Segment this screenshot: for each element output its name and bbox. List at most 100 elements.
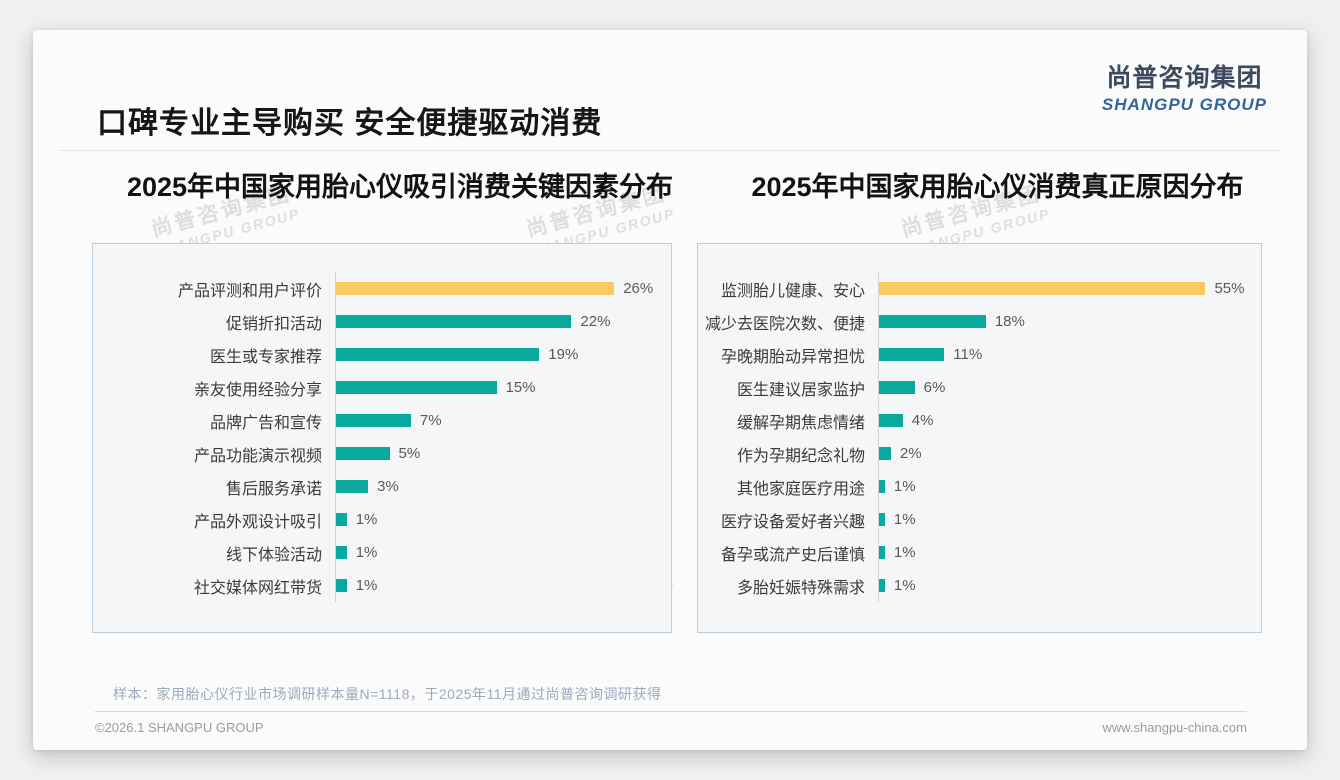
bar-track: 18%: [878, 305, 1247, 338]
category-label: 医生建议居家监护: [736, 381, 865, 399]
footer-copyright: ©2026.1 SHANGPU GROUP: [95, 720, 264, 735]
category-label: 减少去医院次数、便捷: [704, 315, 865, 333]
bar: [336, 513, 347, 526]
bar: [879, 447, 891, 460]
chart-row: 多胎妊娠特殊需求 1%: [698, 569, 1247, 602]
category-label: 作为孕期纪念礼物: [736, 447, 865, 465]
chart-rows: 监测胎儿健康、安心 55% 减少去医院次数、便捷 18% 孕晚期胎动异常担忧 11% 医生建…: [698, 272, 1247, 602]
bar-track: 7%: [335, 404, 657, 437]
category-label: 线下体验活动: [225, 546, 322, 564]
bar-track: 1%: [335, 569, 657, 602]
value-label: 26%: [623, 280, 654, 297]
chart-row: 医生或专家推荐 19%: [93, 338, 657, 371]
right-chart-panel: 监测胎儿健康、安心 55% 减少去医院次数、便捷 18% 孕晚期胎动异常担忧 11% 医生建…: [697, 243, 1262, 633]
footer-divider: [95, 711, 1247, 712]
category-label: 促销折扣活动: [225, 315, 322, 333]
category-label: 医疗设备爱好者兴趣: [720, 513, 865, 531]
value-label: 1%: [893, 511, 916, 528]
bar-track: 1%: [878, 536, 1247, 569]
bar: [336, 414, 411, 427]
bar: [336, 348, 540, 361]
category-label: 监测胎儿健康、安心: [720, 282, 865, 300]
chart-row: 缓解孕期焦虑情绪 4%: [698, 404, 1247, 437]
category-label: 产品评测和用户评价: [177, 282, 322, 300]
category-label: 医生或专家推荐: [209, 348, 322, 366]
bar-track: 19%: [335, 338, 657, 371]
chart-row: 售后服务承诺 3%: [93, 470, 657, 503]
value-label: 18%: [994, 313, 1025, 330]
chart-row: 备孕或流产史后谨慎 1%: [698, 536, 1247, 569]
bar: [879, 381, 915, 394]
category-label: 其他家庭医疗用途: [736, 480, 865, 498]
value-label: 2%: [899, 445, 922, 462]
slide: 尚普咨询集团 SHANGPU GROUP 尚普咨询集团 SHANGPU GROUP 尚普…: [33, 30, 1307, 750]
value-label: 1%: [355, 577, 378, 594]
value-label: 22%: [580, 313, 611, 330]
bar: [879, 348, 945, 361]
chart-row: 其他家庭医疗用途 1%: [698, 470, 1247, 503]
footer-website: www.shangpu-china.com: [1102, 720, 1247, 735]
bar-track: 6%: [878, 371, 1247, 404]
value-label: 6%: [923, 379, 946, 396]
bar: [879, 546, 885, 559]
value-label: 1%: [893, 544, 916, 561]
chart-row: 产品功能演示视频 5%: [93, 437, 657, 470]
category-label: 亲友使用经验分享: [193, 381, 322, 399]
value-label: 5%: [398, 445, 421, 462]
chart-row: 医疗设备爱好者兴趣 1%: [698, 503, 1247, 536]
value-label: 1%: [893, 478, 916, 495]
page-title: 口碑专业主导购买 安全便捷驱动消费: [97, 107, 603, 140]
header-divider: [60, 150, 1280, 151]
bar: [336, 381, 497, 394]
bar-track: 1%: [878, 470, 1247, 503]
chart-row: 监测胎儿健康、安心 55%: [698, 272, 1247, 305]
bar-track: 2%: [878, 437, 1247, 470]
bar-track: 1%: [335, 503, 657, 536]
sample-note: 样本：家用胎心仪行业市场调研样本量N=1118，于2025年11月通过尚普咨询调…: [113, 686, 662, 702]
bar-track: 1%: [335, 536, 657, 569]
logo-chinese-text: 尚普咨询集团: [1106, 64, 1263, 92]
bar: [336, 447, 390, 460]
chart-row: 亲友使用经验分享 15%: [93, 371, 657, 404]
value-label: 19%: [548, 346, 579, 363]
value-label: 1%: [355, 511, 378, 528]
category-label: 产品外观设计吸引: [193, 513, 322, 531]
category-label: 产品功能演示视频: [193, 447, 322, 465]
value-label: 1%: [893, 577, 916, 594]
chart-row: 线下体验活动 1%: [93, 536, 657, 569]
bar: [336, 579, 347, 592]
left-chart-title: 2025年中国家用胎心仪吸引消费关键因素分布: [126, 172, 674, 202]
value-label: 15%: [505, 379, 536, 396]
chart-row: 作为孕期纪念礼物 2%: [698, 437, 1247, 470]
chart-row: 产品评测和用户评价 26%: [93, 272, 657, 305]
category-label: 备孕或流产史后谨慎: [720, 546, 865, 564]
chart-row: 社交媒体网红带货 1%: [93, 569, 657, 602]
chart-row: 品牌广告和宣传 7%: [93, 404, 657, 437]
chart-row: 孕晚期胎动异常担忧 11%: [698, 338, 1247, 371]
right-chart-title: 2025年中国家用胎心仪消费真正原因分布: [751, 172, 1244, 202]
bar-track: 26%: [335, 272, 657, 305]
bar-track: 5%: [335, 437, 657, 470]
bar-track: 22%: [335, 305, 657, 338]
category-label: 孕晚期胎动异常担忧: [720, 348, 865, 366]
bar-track: 3%: [335, 470, 657, 503]
left-chart-panel: 产品评测和用户评价 26% 促销折扣活动 22% 医生或专家推荐 19% 亲友使用经验分享 1…: [92, 243, 672, 633]
chart-row: 促销折扣活动 22%: [93, 305, 657, 338]
category-label: 缓解孕期焦虑情绪: [736, 414, 865, 432]
bar-track: 1%: [878, 569, 1247, 602]
value-label: 55%: [1214, 280, 1245, 297]
chart-rows: 产品评测和用户评价 26% 促销折扣活动 22% 医生或专家推荐 19% 亲友使用经验分享 1…: [93, 272, 657, 602]
category-label: 售后服务承诺: [225, 480, 322, 498]
bar: [336, 282, 615, 295]
bar: [336, 480, 369, 493]
category-label: 社交媒体网红带货: [193, 579, 322, 597]
bar-track: 4%: [878, 404, 1247, 437]
logo-english-text: SHANGPU GROUP: [1101, 95, 1267, 114]
bar: [336, 546, 347, 559]
value-label: 11%: [953, 346, 983, 363]
bar-track: 15%: [335, 371, 657, 404]
bar: [879, 414, 903, 427]
value-label: 4%: [911, 412, 934, 429]
category-label: 品牌广告和宣传: [209, 414, 322, 432]
category-label: 多胎妊娠特殊需求: [736, 579, 865, 597]
